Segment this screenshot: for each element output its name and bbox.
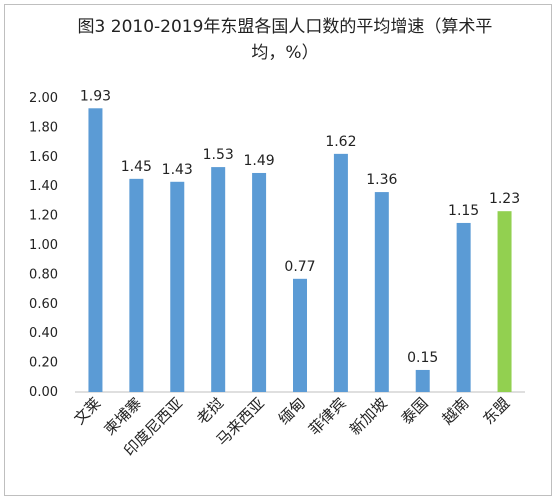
data-label: 1.15: [448, 203, 479, 219]
y-tick-label: 1.80: [29, 120, 58, 135]
data-label: 0.77: [284, 259, 315, 275]
category-label: 文莱: [70, 394, 104, 428]
bar: [333, 153, 348, 392]
category-label: 泰国: [398, 394, 432, 428]
bar: [88, 108, 103, 392]
bar: [170, 181, 185, 392]
data-label: 1.43: [162, 162, 193, 178]
category-label: 新加坡: [346, 394, 391, 439]
y-tick-label: 0.20: [29, 356, 58, 371]
data-label: 1.45: [121, 159, 152, 175]
category-label: 东盟: [479, 394, 513, 428]
data-label: 1.62: [325, 134, 356, 150]
y-tick-label: 0.00: [29, 385, 58, 400]
data-label: 1.49: [244, 153, 275, 169]
bar: [374, 192, 389, 392]
y-tick-label: 1.60: [29, 150, 58, 165]
bar: [252, 172, 267, 392]
y-tick-label: 0.60: [29, 297, 58, 312]
y-tick-label: 0.80: [29, 267, 58, 282]
data-label: 0.15: [407, 350, 438, 366]
bar: [211, 167, 226, 392]
data-label: 1.23: [489, 191, 520, 207]
bar: [456, 222, 471, 392]
category-label: 缅甸: [275, 394, 309, 428]
bar: [293, 278, 307, 392]
data-label: 1.53: [203, 147, 234, 163]
data-label: 1.93: [80, 88, 111, 104]
y-tick-label: 0.40: [29, 326, 58, 341]
category-label: 菲律宾: [305, 394, 350, 439]
category-label: 老挝: [193, 394, 227, 428]
category-label: 越南: [439, 394, 473, 428]
data-label: 1.36: [366, 172, 397, 188]
y-tick-label: 1.00: [29, 238, 58, 253]
chart-title: 图3 2010-2019年东盟各国人口数的平均增速（算术平均，%）: [77, 17, 493, 63]
bar: [497, 211, 512, 392]
bar: [129, 178, 144, 392]
y-tick-label: 2.00: [29, 91, 58, 106]
y-tick-label: 1.40: [29, 179, 58, 194]
y-tick-label: 1.20: [29, 209, 58, 224]
bar: [415, 369, 430, 392]
